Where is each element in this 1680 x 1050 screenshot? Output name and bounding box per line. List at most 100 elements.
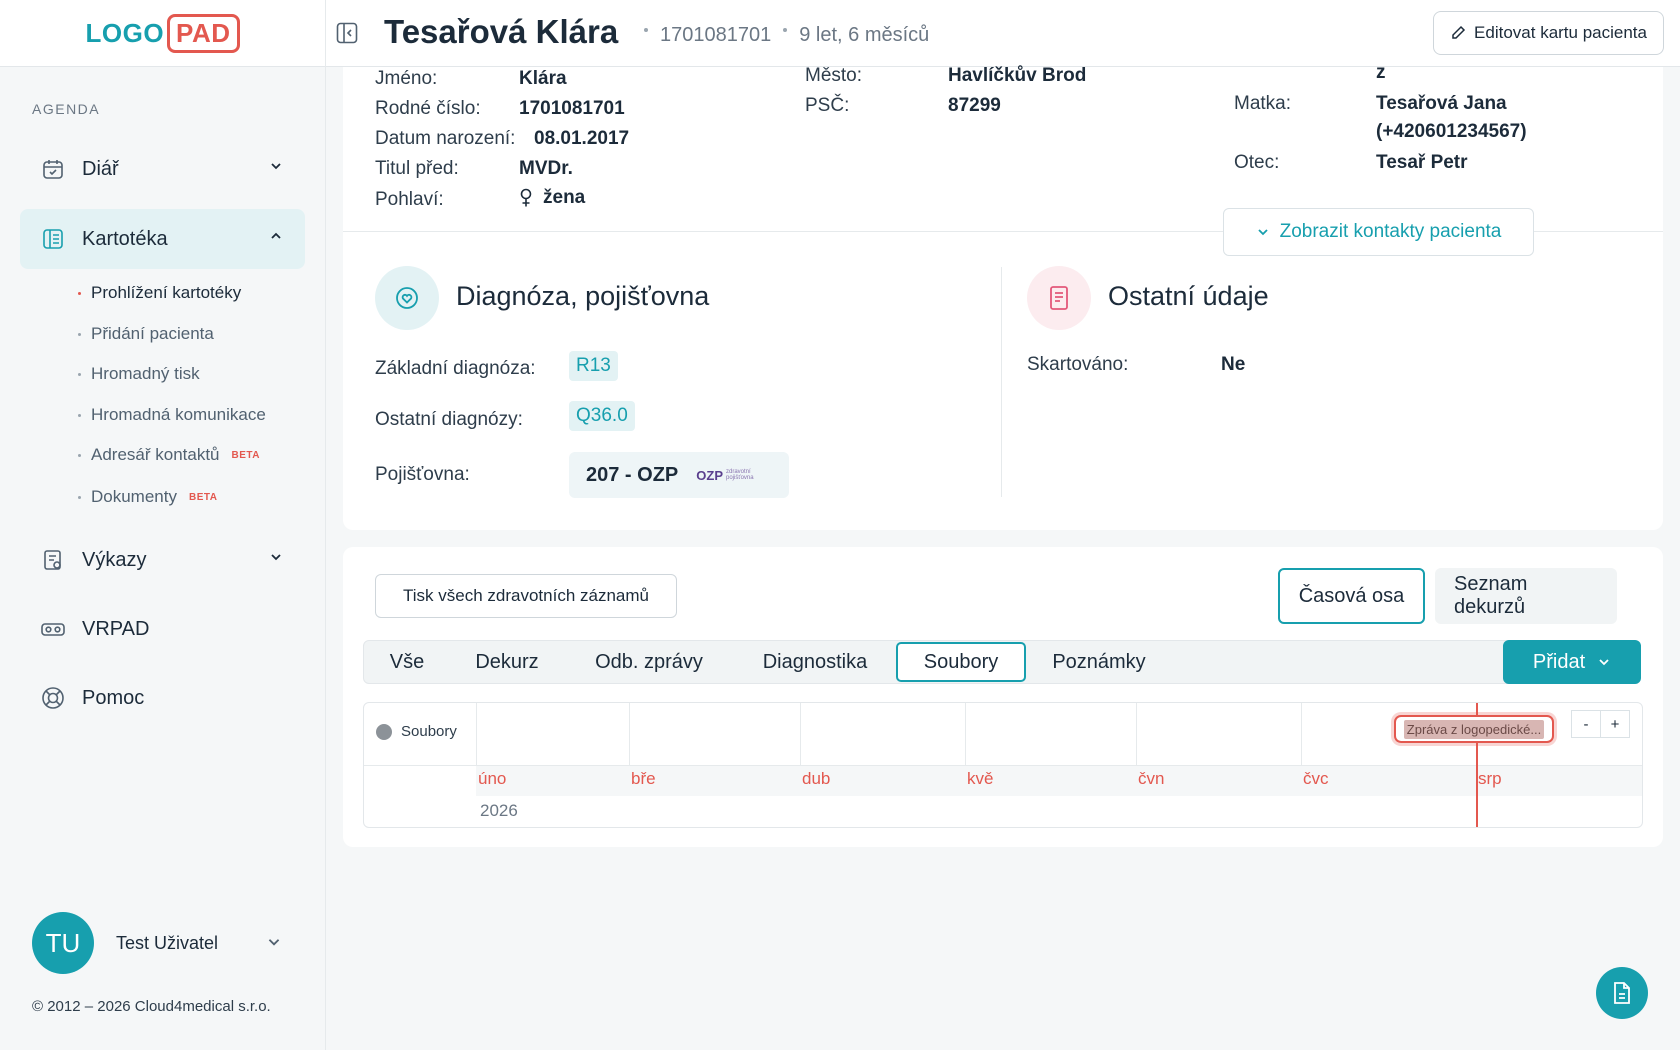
tab-odb-zpravy[interactable]: Odb. zprávy: [595, 650, 703, 673]
document-fab-button[interactable]: [1596, 967, 1648, 1019]
ostatni-diagnozy-label: Ostatní diagnózy:: [375, 409, 523, 430]
sidebar-subitem-adresar[interactable]: Adresář kontaktů BETA: [78, 445, 260, 465]
sidebar-subitem-prohlizeni[interactable]: Prohlížení kartotéky: [78, 283, 241, 303]
edit-patient-card-button[interactable]: Editovat kartu pacienta: [1433, 11, 1664, 55]
list-view-button[interactable]: Seznam dekurzů: [1435, 568, 1617, 624]
matka-label: Matka:: [1234, 93, 1292, 114]
matka-phone: (+420601234567): [1376, 121, 1527, 142]
document-icon: [1614, 982, 1630, 1004]
bullet-dot: [78, 332, 81, 336]
pohlavi-value: žena: [519, 187, 585, 209]
beta-badge: BETA: [188, 491, 218, 503]
sidebar-item-label: Pomoc: [82, 686, 145, 709]
tab-soubory[interactable]: Soubory: [896, 642, 1026, 682]
calendar-icon: [40, 156, 66, 182]
sidebar-subitem-label: Dokumenty: [91, 487, 177, 506]
patient-meta: 1701081701 9 let, 6 měsíců: [632, 24, 929, 47]
bullet-dot: [78, 372, 81, 376]
timeline-legend-label: Soubory: [401, 723, 457, 740]
divider: [343, 231, 1663, 232]
diagnosis-tag[interactable]: Q36.0: [569, 401, 635, 431]
pencil-icon: [1452, 25, 1466, 39]
heart-shield-icon: [375, 266, 439, 330]
sidebar-subitem-dokumenty[interactable]: Dokumenty BETA: [78, 487, 217, 507]
timeline-gridline: [629, 703, 630, 765]
skartovano-value: Ne: [1221, 354, 1246, 375]
diagnosis-tag[interactable]: R13: [569, 351, 618, 381]
timeline-month: čvn: [1138, 769, 1165, 788]
timeline-gridline: [800, 703, 801, 765]
user-menu[interactable]: TU Test Uživatel: [32, 912, 282, 974]
timeline-legend: Soubory: [376, 723, 457, 740]
zoom-out-button[interactable]: -: [1571, 710, 1601, 738]
logopad-logo[interactable]: LOGO PAD: [85, 13, 240, 53]
logo-area: LOGO PAD: [0, 0, 325, 67]
insurance-badge: 207 - OZP OZP zdravotní pojišťovna: [569, 452, 789, 498]
sidebar-item-vrpad[interactable]: VRPAD: [20, 599, 305, 659]
titul-label: Titul před:: [375, 158, 459, 179]
zoom-in-button[interactable]: +: [1600, 710, 1630, 738]
sidebar-toggle-icon[interactable]: [336, 22, 358, 44]
timeline-event-label: Zpráva z logopedické...: [1403, 719, 1545, 739]
beta-badge: BETA: [231, 449, 260, 461]
bullet-dot: [78, 291, 81, 295]
show-contacts-button[interactable]: Zobrazit kontakty pacienta: [1223, 208, 1534, 256]
sidebar-item-kartoteka[interactable]: Kartotéka: [20, 209, 305, 269]
pohlavi-label: Pohlaví:: [375, 189, 444, 210]
timeline-view-button[interactable]: Časová osa: [1278, 568, 1425, 624]
chevron-up-icon: [271, 232, 281, 239]
chevron-down-icon: [1257, 229, 1268, 236]
other-info-title: Ostatní údaje: [1108, 281, 1269, 311]
bullet-dot: [78, 413, 81, 417]
tab-dekurz[interactable]: Dekurz: [475, 650, 539, 673]
chevron-down-icon: [271, 163, 281, 170]
tab-poznamky[interactable]: Poznámky: [1052, 650, 1146, 673]
sidebar-item-diar[interactable]: Diář: [20, 139, 305, 199]
timeline-gridline: [1136, 703, 1137, 765]
sidebar-subitem-label: Hromadný tisk: [91, 364, 200, 383]
pojistovna-label: Pojišťovna:: [375, 464, 470, 485]
report-icon: [40, 547, 66, 573]
skartovano-label: Skartováno:: [1027, 354, 1129, 375]
section-divider: [1001, 267, 1002, 497]
sidebar-subitem-hromadny-tisk[interactable]: Hromadný tisk: [78, 364, 200, 384]
timeline[interactable]: Soubory úno bře dub kvě čvn čvc srp 2026…: [363, 702, 1643, 828]
mesto-label: Město:: [805, 65, 863, 86]
matka-name: Tesařová Jana: [1376, 93, 1507, 114]
copyright: © 2012 – 2026 Cloud4medical s.r.o.: [32, 998, 271, 1015]
add-button-label: Přidat: [1532, 650, 1586, 673]
ozp-logo: OZP zdravotní pojišťovna: [696, 468, 762, 483]
logo-text-2: PAD: [167, 13, 240, 53]
add-button[interactable]: Přidat: [1503, 640, 1641, 684]
tab-vse[interactable]: Vše: [389, 650, 425, 673]
vr-headset-icon: [40, 616, 66, 642]
logo-text-1: LOGO: [85, 17, 165, 48]
timeline-month: dub: [802, 769, 831, 788]
titul-value: MVDr.: [519, 158, 573, 179]
timeline-event[interactable]: Zpráva z logopedické...: [1394, 715, 1554, 743]
tab-diagnostika[interactable]: Diagnostika: [762, 650, 868, 673]
timeline-year: 2026: [480, 801, 518, 820]
ozp-logo-subtext: zdravotní pojišťovna: [726, 469, 754, 481]
dn-value: 08.01.2017: [534, 128, 630, 149]
agenda-label: AGENDA: [32, 101, 101, 117]
sidebar-subitem-komunikace[interactable]: Hromadná komunikace: [78, 405, 266, 425]
document-icon: [1027, 266, 1091, 330]
dn-label: Datum narození:: [375, 128, 516, 149]
insurance-value: 207 - OZP: [586, 463, 679, 486]
page-header: Tesařová Klára 1701081701 9 let, 6 měsíc…: [326, 0, 1680, 67]
sidebar-item-pomoc[interactable]: Pomoc: [20, 668, 305, 728]
otec-value: Tesař Petr: [1376, 152, 1468, 173]
sidebar-item-vykazy[interactable]: Výkazy: [20, 530, 305, 590]
chevron-down-icon: [271, 554, 281, 561]
timeline-month: bře: [631, 769, 656, 788]
birth-number: 1701081701: [660, 24, 772, 46]
sidebar-subitem-pridani[interactable]: Přidání pacienta: [78, 324, 214, 344]
sidebar-item-label: VRPAD: [82, 617, 150, 640]
print-all-records-button[interactable]: Tisk všech zdravotních záznamů: [375, 574, 677, 618]
view-toggle: Časová osa Seznam dekurzů: [1268, 568, 1617, 624]
rc-value: 1701081701: [519, 98, 625, 119]
timeline-month: úno: [478, 769, 507, 788]
user-name: Test Uživatel: [116, 932, 219, 953]
sidebar-subitem-label: Prohlížení kartotéky: [91, 283, 242, 302]
